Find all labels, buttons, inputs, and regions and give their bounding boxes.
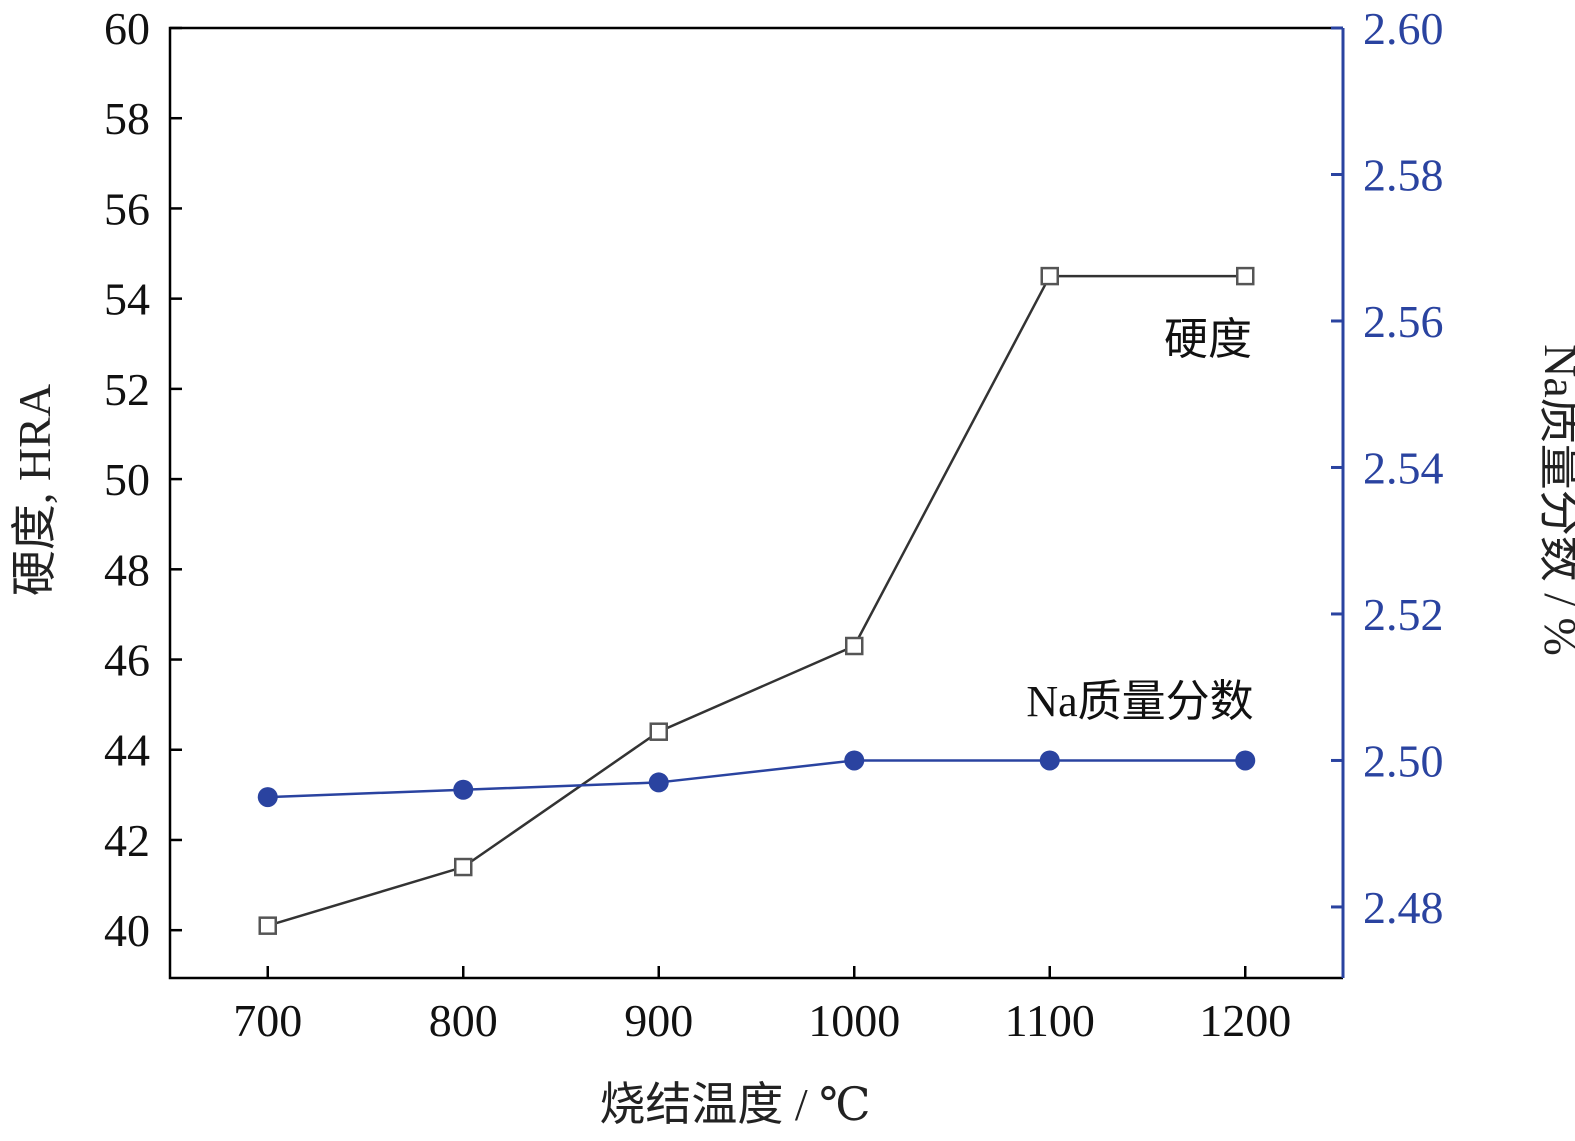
x-axis-label: 烧结温度 / ℃ — [599, 1079, 870, 1130]
plot-frame — [168, 26, 1343, 980]
y-tick-label: 50 — [104, 454, 150, 505]
y-tick-label: 48 — [104, 544, 150, 595]
x-tick-label: 800 — [429, 995, 498, 1046]
data-point-hardness — [845, 636, 864, 656]
data-point-hardness — [258, 916, 277, 935]
data-point-na — [257, 787, 278, 808]
x-tick-label: 1100 — [1005, 995, 1095, 1046]
x-tick-label: 700 — [233, 995, 302, 1046]
y-tick-label: 52 — [104, 364, 150, 415]
y-tick-label: 58 — [104, 93, 150, 144]
y-tick-label: 46 — [104, 635, 150, 686]
y2-tick-label: 2.54 — [1363, 442, 1444, 493]
x-tick-label: 1000 — [808, 995, 900, 1046]
y-tick-label: 60 — [104, 3, 150, 54]
data-point-na — [1039, 750, 1060, 771]
y2-tick-label: 2.50 — [1363, 735, 1444, 786]
data-point-hardness — [454, 857, 473, 877]
data-point-na — [1235, 750, 1256, 771]
data-point-hardness — [1040, 266, 1059, 286]
data-point-hardness — [649, 722, 668, 741]
y2-tick-label: 2.52 — [1363, 589, 1444, 640]
y-tick-label: 56 — [104, 183, 150, 234]
y-axis-label: 硬度, HRA — [9, 384, 60, 596]
x-tick-label: 900 — [624, 995, 693, 1046]
y-tick-label: 42 — [104, 815, 150, 866]
data-point-hardness — [1236, 266, 1255, 286]
y2-tick-label: 2.56 — [1363, 296, 1444, 347]
y-tick-label: 54 — [104, 274, 150, 325]
y2-axis-label: Na质量分数 / % — [1535, 344, 1575, 656]
y2-tick-label: 2.48 — [1363, 882, 1444, 933]
data-point-na — [453, 779, 474, 800]
series-label-na: Na质量分数 — [1026, 677, 1253, 726]
series-line-1 — [267, 759, 1246, 799]
series-label-hardness: 硬度 — [1164, 315, 1252, 364]
y-tick-label: 44 — [104, 725, 150, 776]
y2-tick-label: 2.58 — [1363, 149, 1444, 200]
data-point-na — [844, 750, 865, 771]
y-tick-label: 40 — [104, 905, 150, 956]
series-line-0 — [267, 274, 1246, 927]
y2-tick-label: 2.60 — [1363, 3, 1444, 54]
x-tick-label: 1200 — [1199, 995, 1291, 1046]
data-point-na — [648, 772, 669, 793]
